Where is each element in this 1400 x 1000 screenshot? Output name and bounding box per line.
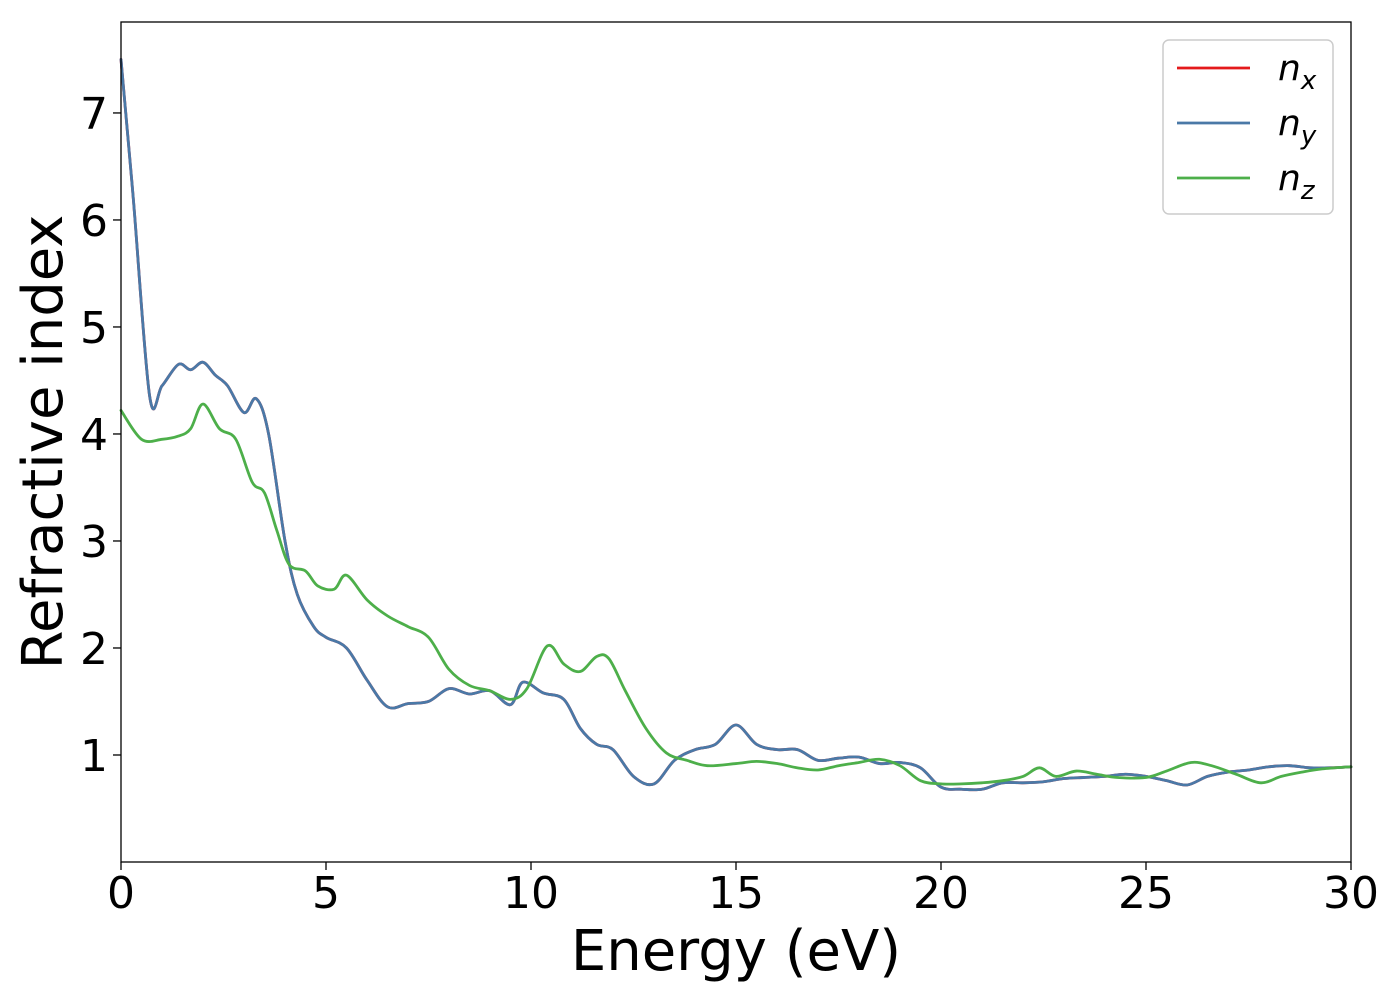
series-line-nz xyxy=(119,402,1353,786)
y-tick-label: 4 xyxy=(80,410,108,461)
x-tick-label: 0 xyxy=(107,868,135,919)
y-tick-label: 7 xyxy=(80,89,108,140)
series-line-ny xyxy=(119,58,1353,792)
x-tick-label: 5 xyxy=(312,868,340,919)
x-tick-label: 25 xyxy=(1118,868,1174,919)
x-tick-label: 15 xyxy=(708,868,764,919)
x-tick-label: 10 xyxy=(503,868,559,919)
y-tick-label: 1 xyxy=(80,731,108,782)
x-axis-title: Energy (eV) xyxy=(571,919,901,984)
legend-box xyxy=(1162,39,1334,215)
y-tick-label: 5 xyxy=(80,303,108,354)
y-axis-title: Refractive index xyxy=(11,215,76,670)
plot-area xyxy=(121,22,1351,862)
x-tick-label: 30 xyxy=(1323,868,1379,919)
y-tick-label: 3 xyxy=(80,517,108,568)
x-axis-ticks: 0 5 10 15 20 25 30 xyxy=(107,862,1379,919)
series-layer xyxy=(119,58,1353,792)
y-axis-ticks: 1 2 3 4 5 6 7 xyxy=(80,89,121,782)
y-tick-label: 6 xyxy=(80,196,108,247)
y-tick-label: 2 xyxy=(80,624,108,675)
x-tick-label: 20 xyxy=(913,868,969,919)
